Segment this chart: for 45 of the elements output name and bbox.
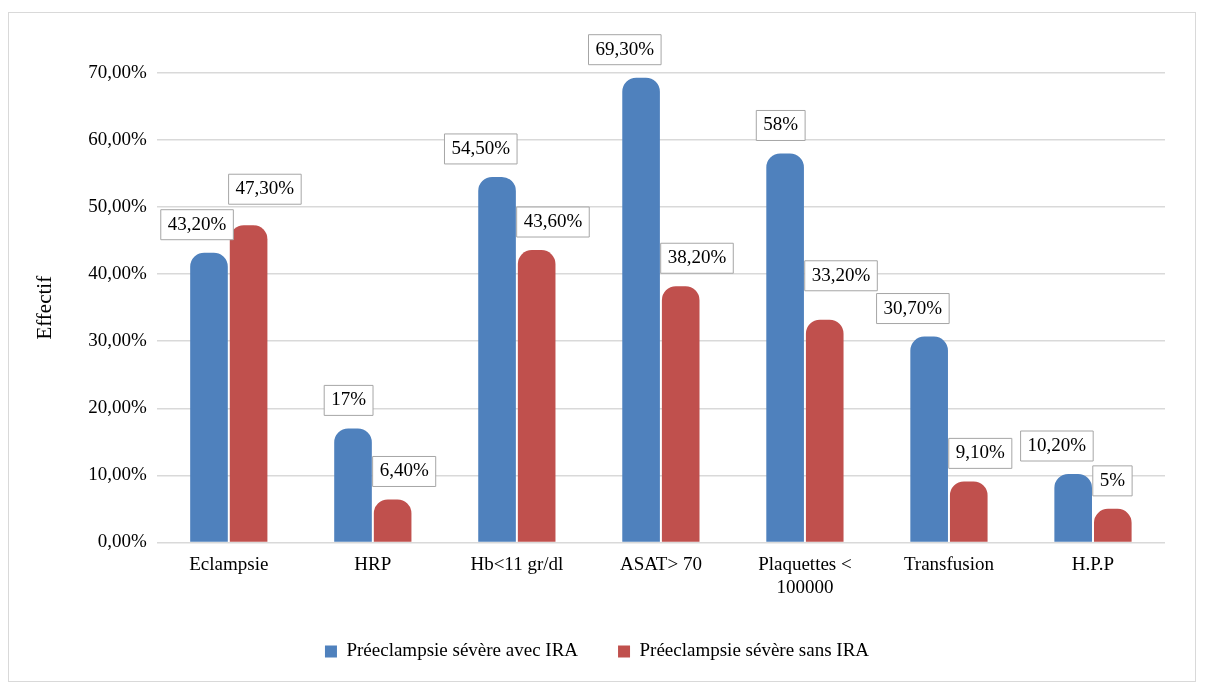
y-tick-label: 30,00% — [88, 329, 147, 351]
bar — [1054, 474, 1092, 542]
bar — [334, 428, 372, 542]
data-label: 5% — [1099, 468, 1126, 490]
bar — [517, 250, 556, 542]
legend-label: Préeclampsie sévère avec IRA — [346, 639, 579, 661]
data-label: 6,40% — [379, 459, 429, 481]
data-label: 69,30% — [595, 37, 655, 59]
data-label: 17% — [331, 388, 367, 410]
data-label: 38,20% — [667, 246, 727, 268]
data-label: 30,70% — [883, 296, 943, 318]
x-tick-label: Transfusion — [903, 552, 995, 574]
y-tick-label: 10,00% — [88, 463, 147, 485]
data-label: 10,20% — [1027, 433, 1087, 455]
bar — [766, 153, 804, 542]
data-label: 54,50% — [451, 136, 511, 158]
x-tick-label: Plaquettes < 100000 — [758, 552, 852, 597]
bar — [229, 225, 268, 542]
x-tick-label: ASAT> 70 — [619, 552, 702, 574]
bar — [478, 176, 516, 542]
bar — [190, 252, 228, 542]
x-tick-label: Eclampsie — [189, 552, 269, 574]
data-label: 9,10% — [955, 441, 1006, 463]
y-tick-label: 70,00% — [88, 60, 147, 82]
x-tick-label: H.P.P — [1071, 552, 1115, 574]
data-label: 43,60% — [523, 210, 583, 232]
data-label: 33,20% — [811, 263, 871, 285]
y-tick-label: 50,00% — [88, 195, 147, 217]
x-tick-label: HRP — [354, 552, 392, 574]
legend-label: Préeclampsie sévère sans IRA — [639, 639, 870, 661]
y-tick-label: 20,00% — [88, 396, 147, 418]
bar — [805, 319, 844, 542]
data-label: 47,30% — [235, 177, 295, 199]
data-label: 58% — [763, 113, 799, 135]
x-tick-label: Hb<11 gr/dl — [470, 552, 564, 574]
bar — [373, 499, 412, 542]
y-tick-label: 0,00% — [97, 530, 147, 552]
y-axis-title: Effectif — [32, 275, 57, 340]
bar — [949, 481, 988, 542]
bar — [910, 336, 948, 542]
y-tick-label: 60,00% — [88, 128, 147, 150]
bar — [661, 286, 700, 542]
data-label: 43,20% — [167, 212, 227, 234]
bar — [622, 77, 660, 542]
y-tick-label: 40,00% — [88, 262, 147, 284]
